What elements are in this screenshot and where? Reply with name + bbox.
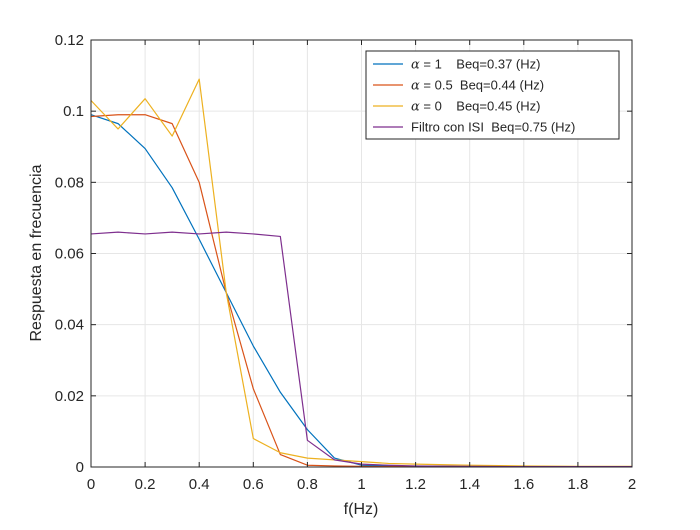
legend-entry-4: Filtro con ISI Beq=0.75 (Hz) — [411, 120, 575, 135]
y-tick-label: 0.12 — [55, 32, 84, 49]
legend-entry-2: α = 0.5 Beq=0.44 (Hz) — [411, 78, 544, 94]
axes — [90, 39, 633, 468]
x-tick-label: 0 — [87, 476, 95, 493]
legend-alpha-symbol: α — [411, 100, 420, 115]
legend-entry-text: Filtro con ISI Beq=0.75 (Hz) — [411, 120, 575, 135]
legend-entry-text: = 0 Beq=0.45 (Hz) — [420, 99, 541, 114]
legend-entry-text: = 1 Beq=0.37 (Hz) — [420, 57, 541, 72]
legend-entry-text: = 0.5 Beq=0.44 (Hz) — [420, 78, 544, 93]
legend-alpha-symbol: α — [411, 79, 420, 94]
x-tick-label: 1.2 — [405, 476, 426, 493]
y-tick-label: 0.02 — [55, 388, 84, 405]
y-tick-label: 0 — [76, 459, 84, 476]
x-tick-label: 2 — [628, 476, 636, 493]
legend-entry-3: α = 0 Beq=0.45 (Hz) — [411, 99, 540, 115]
legend-alpha-symbol: α — [411, 58, 420, 73]
x-tick-label: 0.2 — [135, 476, 156, 493]
x-tick-label: 1 — [357, 476, 365, 493]
x-axis-label: f(Hz) — [344, 501, 379, 518]
x-tick-label: 1.6 — [513, 476, 534, 493]
series-line-4 — [90, 231, 632, 468]
x-tick-label: 1.4 — [459, 476, 480, 493]
legend-box — [365, 50, 620, 140]
y-tick-label: 0.1 — [63, 103, 84, 120]
series-line-3 — [90, 78, 632, 467]
x-tick-label: 0.8 — [297, 476, 318, 493]
y-tick-label: 0.06 — [55, 246, 84, 263]
legend: α = 1 Beq=0.37 (Hz)α = 0.5 Beq=0.44 (Hz)… — [365, 50, 620, 140]
y-axis-label: Respuesta en frecuencia — [28, 164, 45, 341]
legend-entry-1: α = 1 Beq=0.37 (Hz) — [411, 57, 540, 73]
y-tick-label: 0.08 — [55, 174, 84, 191]
tick-labels: 0 0.2 0.4 0.6 0.8 1 1.2 1.4 1.6 1.8 2 0 0.02 0.04 0.06… — [55, 32, 636, 493]
x-tick-label: 0.4 — [189, 476, 210, 493]
x-tick-label: 1.8 — [567, 476, 588, 493]
y-tick-label: 0.04 — [55, 317, 84, 334]
x-tick-label: 0.6 — [243, 476, 264, 493]
